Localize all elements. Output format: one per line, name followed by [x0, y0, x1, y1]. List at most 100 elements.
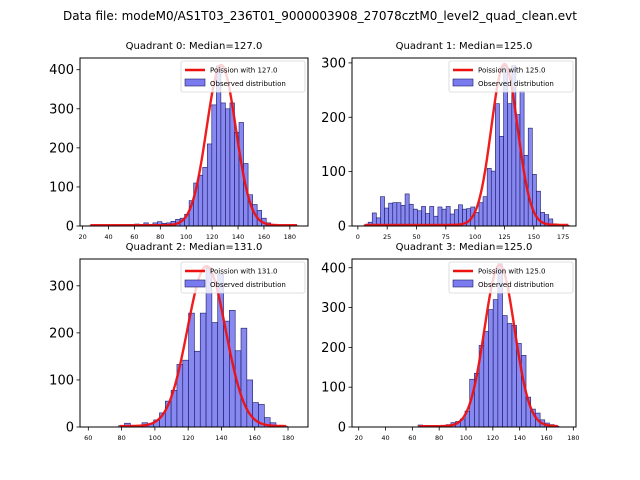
- histogram-bar: [252, 402, 259, 428]
- x-tick-label: 40: [381, 434, 389, 442]
- legend-box: [448, 261, 574, 294]
- x-tick-label: 140: [215, 434, 227, 442]
- x-tick-label: 40: [104, 233, 112, 241]
- x-tick-label: 160: [249, 434, 261, 442]
- subplot-quadrant-2: Quadrant 2: Median=131.0: [126, 242, 263, 253]
- panel-title: Quadrant 3: Median=125.0: [396, 242, 533, 253]
- histogram-bar: [225, 108, 231, 227]
- x-tick-label: 60: [408, 434, 416, 442]
- histogram-bar: [246, 379, 253, 428]
- histogram-bar: [429, 206, 435, 227]
- panel-title: Quadrant 1: Median=125.0: [396, 41, 533, 52]
- x-tick-label: 80: [435, 434, 443, 442]
- poisson-curve: [364, 62, 569, 227]
- histogram-bar: [478, 202, 484, 227]
- x-tick-label: 160: [258, 233, 270, 241]
- x-tick-label: 20: [78, 233, 86, 241]
- panel-title: Quadrant 0: Median=127.0: [126, 41, 263, 52]
- histogram-bar: [396, 202, 402, 227]
- legend-patch-swatch: [184, 279, 206, 288]
- x-tick-label: 120: [487, 434, 499, 442]
- histogram-bar: [532, 174, 537, 227]
- histogram-bar: [211, 104, 217, 227]
- histogram-bar: [482, 196, 488, 227]
- x-tick-label: 100: [149, 434, 161, 442]
- x-tick-label: 175: [557, 233, 569, 241]
- x-tick-label: 0: [356, 233, 360, 241]
- axes-frame: [79, 258, 309, 428]
- histogram-bar: [384, 207, 389, 227]
- legend-box: [180, 261, 306, 294]
- histogram-bar: [483, 331, 489, 428]
- y-tick-label: 0: [338, 421, 346, 436]
- legend-box: [448, 60, 574, 93]
- legend-label-poisson: Poission with 131.0: [210, 268, 278, 276]
- histogram-bar: [388, 202, 394, 227]
- histogram-bar: [441, 208, 447, 227]
- panel-title: Quadrant 2: Median=131.0: [126, 242, 263, 253]
- axes-frame: [351, 258, 577, 428]
- histogram-bar: [527, 127, 533, 227]
- histogram-bar: [412, 208, 418, 227]
- y-tick-label: 200: [49, 141, 74, 156]
- histogram-bar: [499, 135, 504, 227]
- x-tick-label: 25: [383, 233, 391, 241]
- x-tick-label: 160: [540, 434, 552, 442]
- x-tick-label: 120: [182, 434, 194, 442]
- legend-label-poisson: Poission with 127.0: [210, 67, 278, 75]
- histogram-bar: [408, 203, 414, 227]
- histogram-bar: [220, 102, 226, 227]
- x-tick-label: 50: [412, 233, 420, 241]
- histogram-bar: [211, 322, 219, 428]
- x-tick-label: 180: [567, 434, 579, 442]
- histogram-bar: [486, 168, 492, 227]
- legend-label-observed: Observed distribution: [478, 80, 554, 88]
- figure-suptitle: Data file: modeM0/AS1T03_236T01_90000039…: [63, 9, 577, 23]
- histogram-bar: [199, 312, 207, 428]
- legend: Poission with 125.0 Observed distribution: [448, 261, 574, 294]
- x-tick-label: 60: [130, 233, 138, 241]
- x-tick-label: 100: [460, 434, 472, 442]
- x-tick-label: 140: [232, 233, 244, 241]
- histogram-bar: [506, 323, 513, 428]
- legend-patch-swatch: [452, 78, 474, 87]
- poisson-curve: [90, 63, 297, 227]
- histogram-bar: [197, 174, 204, 227]
- y-tick-label: 300: [321, 301, 346, 316]
- legend-label-poisson: Poission with 125.0: [478, 67, 546, 75]
- histogram-bar: [206, 143, 213, 227]
- axes-frame: [79, 57, 309, 227]
- subplot-quadrant-1: Quadrant 1: Median=125.0: [396, 41, 533, 52]
- legend-label-observed: Observed distribution: [210, 281, 286, 289]
- poisson-curve: [419, 263, 558, 428]
- histogram-bar: [507, 103, 513, 227]
- histogram-bar: [458, 204, 463, 227]
- y-tick-label: 0: [338, 220, 346, 235]
- y-tick-label: 0: [66, 220, 74, 235]
- y-tick-label: 100: [49, 373, 74, 388]
- y-tick-label: 300: [49, 279, 74, 294]
- legend-box: [180, 60, 306, 93]
- x-tick-label: 100: [180, 233, 192, 241]
- histogram-bar: [188, 312, 195, 428]
- x-tick-label: 150: [528, 233, 540, 241]
- x-tick-label: 125: [498, 233, 510, 241]
- legend: Poission with 127.0 Observed distribution…: [49, 56, 579, 442]
- legend-label-observed: Observed distribution: [478, 281, 554, 289]
- histogram-bar: [437, 206, 443, 227]
- x-tick-label: 140: [513, 434, 525, 442]
- x-tick-label: 60: [84, 434, 92, 442]
- y-tick-label: 200: [49, 326, 74, 341]
- histogram-bar: [421, 206, 426, 227]
- x-tick-label: 80: [117, 434, 125, 442]
- histogram-bar: [194, 350, 201, 428]
- histogram-bar: [202, 167, 208, 227]
- x-tick-label: 20: [355, 434, 363, 442]
- y-tick-label: 100: [321, 381, 346, 396]
- x-tick-label: 180: [284, 233, 296, 241]
- histogram-bar: [490, 170, 496, 227]
- x-tick-label: 180: [282, 434, 294, 442]
- histogram-bar: [502, 315, 508, 428]
- y-tick-label: 100: [321, 165, 346, 180]
